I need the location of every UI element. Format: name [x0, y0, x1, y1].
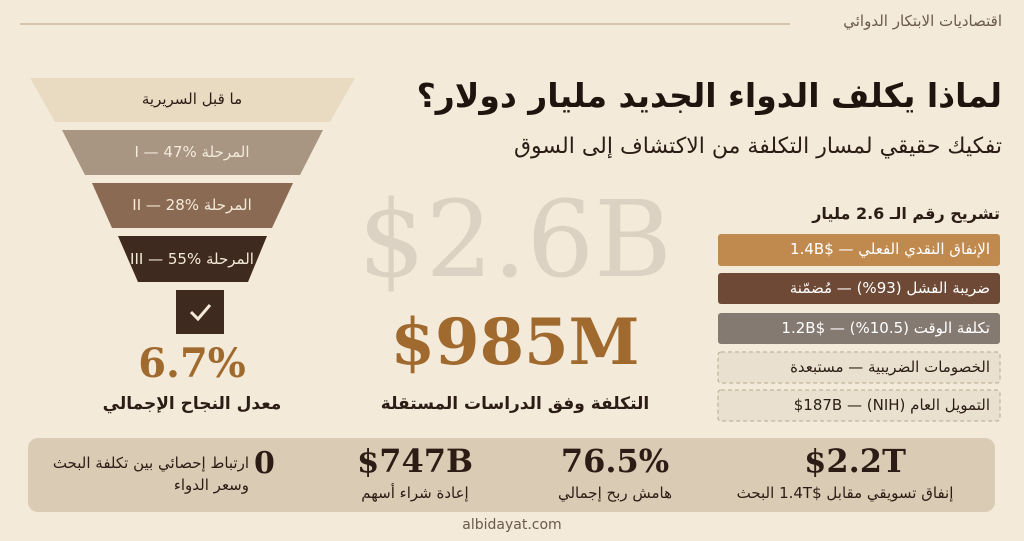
subtitle: تفكيك حقيقي لمسار التكلفة من الاكتشاف إل…: [513, 134, 1002, 159]
success-value: 6.7%: [138, 340, 246, 387]
stat-label: ارتباط إحصائي بين تكلفة البحث وسعر الدوا…: [52, 454, 249, 494]
breakdown-box: [717, 389, 1001, 422]
title: لماذا يكلف الدواء الجديد مليار دولار؟: [416, 76, 1002, 115]
check-icon: [189, 304, 212, 322]
funnel-label: المرحلة II — 28%: [132, 196, 252, 214]
stat-value: 76.5%: [560, 442, 670, 480]
check-box: [176, 290, 224, 334]
stat-label: إنفاق تسويقي مقابل $1.4T البحث: [736, 484, 954, 502]
independent-caption: التكلفة وفق الدراسات المستقلة: [380, 394, 650, 414]
success-label: معدل النجاح الإجمالي: [102, 394, 282, 414]
stat-value: $747B: [356, 442, 474, 480]
funnel-stage: [118, 236, 267, 282]
breakdown-box: [718, 234, 1000, 266]
header-label: اقتصاديات الابتكار الدوائي: [843, 12, 1002, 30]
funnel-label: المرحلة I — 47%: [134, 143, 250, 161]
stat-value: $2.2T: [804, 442, 906, 480]
breakdown-box: [718, 313, 1000, 344]
stat-value: 0: [254, 446, 275, 481]
breakdown-title: تشريح رقم الـ 2.6 مليار: [812, 204, 1000, 223]
footer: albidayat.com: [462, 517, 562, 533]
breakdown-box: [718, 273, 1000, 304]
funnel-stage: [62, 130, 323, 175]
stats-panel: [28, 438, 995, 512]
stat-label: هامش ربح إجمالي: [557, 484, 673, 502]
funnel-stage: [92, 183, 293, 228]
funnel-label: ما قبل السريرية: [141, 90, 243, 108]
funnel-stage: [30, 78, 355, 122]
stat-label: إعادة شراء أسهم: [361, 484, 469, 502]
claimed-cost: $2.6B: [358, 178, 672, 301]
breakdown-item: الإنفاق النقدي الفعلي — $1.4B: [790, 240, 990, 258]
breakdown-item: ضريبة الفشل (93%) — مُضمّنة: [789, 279, 990, 297]
breakdown-box: [717, 351, 1001, 384]
breakdown-item: التمويل العام (NIH) — $187B: [793, 396, 990, 414]
independent-cost: $985M: [390, 305, 640, 380]
breakdown-item: الخصومات الضريبية — مستبعدة: [790, 358, 990, 376]
breakdown-item: تكلفة الوقت (10.5%) — $1.2B: [781, 319, 990, 337]
funnel-label: المرحلة III — 55%: [130, 250, 254, 268]
